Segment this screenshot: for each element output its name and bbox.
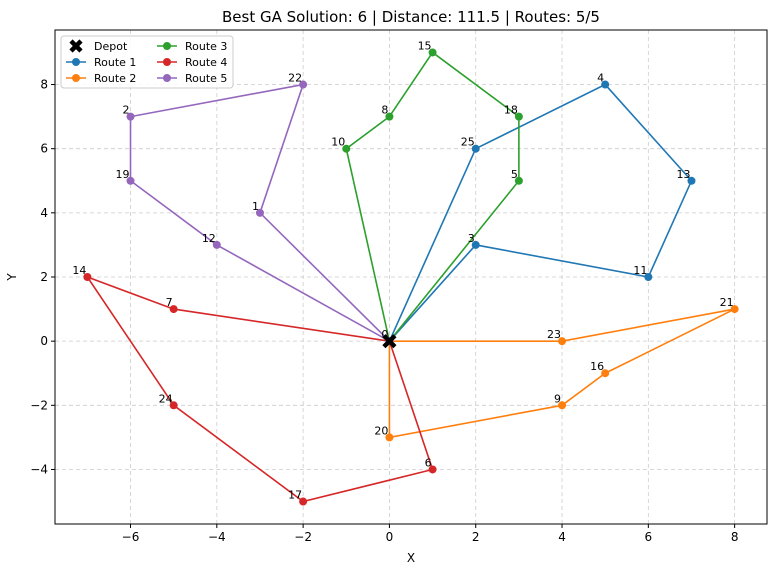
x-tick-label: 2 [472, 530, 480, 544]
route-1-point [687, 176, 696, 185]
y-tick-label: 0 [40, 334, 48, 348]
legend-entry: Route 3 [157, 40, 227, 53]
node-labels-layer: 0123456789101112131415161718192021222324… [72, 39, 733, 501]
node-label: 12 [202, 232, 216, 245]
route-1-point [471, 240, 480, 249]
node-label: 2 [123, 104, 130, 117]
x-axis: −6 −4 −2 0 2 4 6 8 [122, 524, 739, 544]
y-tick-label: 8 [40, 78, 48, 92]
node-label: 16 [590, 360, 604, 373]
x-tick-label: 8 [731, 530, 739, 544]
route-4-point [83, 273, 92, 281]
legend-entry: Route 2 [66, 72, 136, 85]
node-label: 19 [116, 168, 130, 181]
route-2-point [730, 305, 739, 314]
node-label: 1 [252, 200, 259, 213]
route-2-point [558, 337, 567, 346]
route-5-point [126, 112, 135, 121]
route-5-point [255, 208, 264, 217]
node-label: 13 [676, 168, 690, 181]
route-5-point [126, 176, 135, 185]
node-label: 6 [425, 456, 432, 469]
route-3-point [342, 144, 351, 153]
node-label: 11 [633, 264, 647, 277]
node-label: 24 [159, 392, 173, 405]
x-tick-label: 4 [558, 530, 566, 544]
route-4-point [169, 401, 178, 410]
legend-depot-marker [69, 39, 83, 53]
legend-entry: Route 4 [157, 56, 227, 69]
legend-entry: Depot [69, 39, 128, 53]
legend-marker [72, 74, 80, 82]
node-label: 14 [72, 264, 86, 277]
y-tick-label: 2 [40, 270, 48, 284]
x-tick-label: 0 [386, 530, 394, 544]
node-label: 5 [511, 168, 518, 181]
depot-label: 0 [381, 328, 388, 341]
legend-label: Route 2 [94, 72, 136, 85]
legend-marker [163, 58, 171, 66]
node-label: 21 [720, 296, 734, 309]
legend-marker [72, 58, 80, 66]
node-label: 10 [331, 136, 345, 149]
node-label: 3 [468, 232, 475, 245]
route-4-point [428, 465, 437, 474]
y-axis-label: Y [5, 273, 19, 282]
legend: Depot Route 1 Route 2 Route 3 Route 4 Route 5 [60, 35, 234, 89]
route-2-point [385, 433, 394, 442]
node-label: 25 [461, 136, 475, 149]
route-4-point [299, 497, 308, 506]
legend-box [60, 35, 234, 89]
route-3-point [514, 112, 523, 121]
y-tick-label: 6 [40, 142, 48, 156]
x-tick-label: −2 [294, 530, 312, 544]
route-5-point [212, 240, 221, 249]
node-label: 8 [381, 104, 388, 117]
legend-label: Route 3 [185, 40, 227, 53]
x-tick-label: −4 [208, 530, 226, 544]
route-5-point [299, 80, 308, 89]
route-4-point [169, 305, 178, 314]
legend-marker [163, 42, 171, 50]
depot-marker-stroke [382, 334, 397, 349]
legend-marker [163, 74, 171, 82]
legend-entry: Route 5 [157, 72, 227, 85]
route-2-point [601, 369, 610, 378]
y-axis: −4 −2 0 2 4 6 8 [30, 78, 55, 476]
legend-label: Route 5 [185, 72, 227, 85]
y-tick-label: −2 [30, 398, 48, 412]
y-tick-label: −4 [30, 462, 48, 476]
x-tick-label: −6 [122, 530, 140, 544]
route-3-point [514, 176, 523, 185]
node-label: 23 [547, 328, 561, 341]
depot-marker [382, 334, 397, 349]
route-3-point [428, 48, 437, 57]
route-1-point [601, 80, 610, 89]
node-label: 4 [597, 72, 604, 85]
route-3-point [385, 112, 394, 121]
chart-title: Best GA Solution: 6 | Distance: 111.5 | … [222, 8, 600, 26]
node-label: 18 [504, 104, 518, 117]
node-label: 22 [288, 72, 302, 85]
node-label: 7 [166, 296, 173, 309]
y-tick-label: 4 [40, 206, 48, 220]
routes-layer [83, 48, 739, 506]
route-2-point [558, 401, 567, 410]
route-1-point [471, 144, 480, 153]
legend-label: Route 1 [94, 56, 136, 69]
legend-depot-marker-stroke [69, 39, 83, 53]
route-1-point [644, 273, 653, 281]
node-label: 9 [554, 392, 561, 405]
legend-entry: Route 1 [66, 56, 136, 69]
legend-label: Depot [94, 40, 128, 53]
x-tick-label: 6 [645, 530, 653, 544]
legend-label: Route 4 [185, 56, 227, 69]
node-label: 15 [418, 39, 432, 52]
node-label: 17 [288, 489, 302, 502]
node-label: 20 [374, 424, 388, 437]
x-axis-label: X [407, 551, 415, 565]
